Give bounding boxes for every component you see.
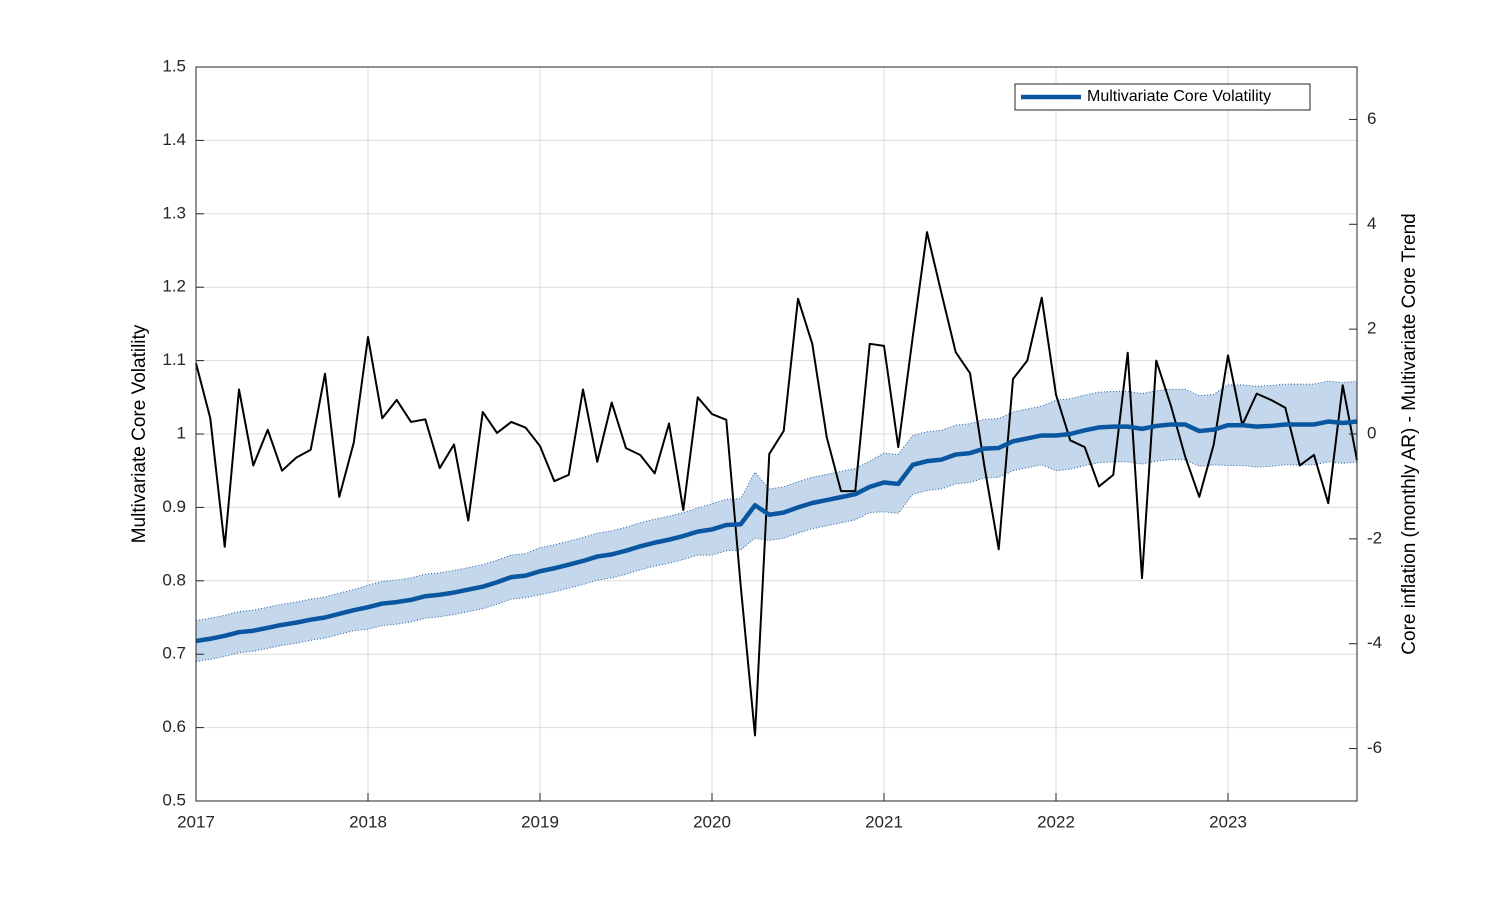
legend-label: Multivariate Core Volatility bbox=[1087, 88, 1271, 105]
y-tick-label: 1.2 bbox=[162, 277, 186, 296]
x-tick-label: 2023 bbox=[1209, 812, 1247, 831]
confidence-band bbox=[196, 381, 1357, 662]
y2-axis-label: Core inflation (monthly AR) - Multivaria… bbox=[1399, 213, 1420, 654]
x-tick-label: 2020 bbox=[693, 812, 731, 831]
y2-tick-label: 4 bbox=[1367, 214, 1376, 233]
y-tick-label: 0.5 bbox=[162, 790, 186, 809]
plot-area bbox=[195, 66, 1358, 802]
x-tick-label: 2017 bbox=[177, 812, 215, 831]
band-lower-edge bbox=[195, 459, 1358, 663]
y-tick-label: 0.8 bbox=[162, 570, 186, 589]
y2-tick-label: 0 bbox=[1367, 423, 1376, 442]
y-tick-label: 0.7 bbox=[162, 644, 186, 663]
y-tick-label: 0.6 bbox=[162, 717, 186, 736]
y-axis-label: Multivariate Core Volatility bbox=[129, 324, 150, 543]
y-tick-label: 1 bbox=[177, 423, 186, 442]
x-tick-label: 2018 bbox=[349, 812, 387, 831]
inflation-line bbox=[195, 231, 1358, 737]
y-tick-label: 1.5 bbox=[162, 56, 186, 75]
x-tick-label: 2021 bbox=[865, 812, 903, 831]
volatility-line bbox=[195, 419, 1358, 644]
y-tick-label: 1.3 bbox=[162, 203, 186, 222]
y2-tick-label: -2 bbox=[1367, 528, 1382, 547]
y-tick-label: 1.1 bbox=[162, 350, 186, 369]
y-tick-label: 1.4 bbox=[162, 130, 186, 149]
y-tick-label: 0.9 bbox=[162, 497, 186, 516]
y2-tick-label: 6 bbox=[1367, 109, 1376, 128]
y2-tick-label: -4 bbox=[1367, 633, 1382, 652]
y2-tick-label: 2 bbox=[1367, 319, 1376, 338]
y2-tick-label: -6 bbox=[1367, 738, 1382, 757]
x-tick-label: 2019 bbox=[521, 812, 559, 831]
x-tick-label: 2022 bbox=[1037, 812, 1075, 831]
